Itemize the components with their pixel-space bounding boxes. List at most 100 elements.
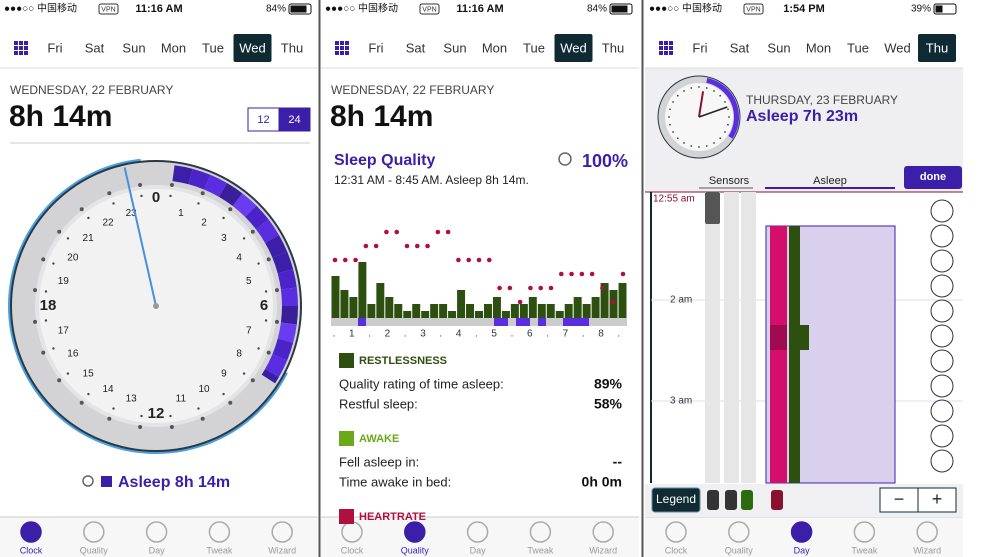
mark-circle[interactable] — [930, 199, 954, 223]
tab-icon[interactable] — [529, 521, 552, 543]
mark-circle[interactable] — [930, 374, 954, 398]
tab-label[interactable]: Day — [149, 545, 166, 555]
mark-circle[interactable] — [930, 324, 954, 348]
status-time: 11:16 AM — [135, 3, 182, 15]
tab-label[interactable]: Quality — [725, 545, 754, 555]
tab-label[interactable]: Tweak — [206, 545, 233, 555]
heartrate-dot — [548, 285, 554, 291]
day-tab[interactable]: Mon — [482, 40, 507, 55]
tab-label[interactable]: Quality — [401, 545, 430, 555]
day-tab[interactable]: Thu — [602, 40, 624, 55]
day-tab[interactable]: Mon — [806, 40, 831, 55]
day-tab[interactable]: Wed — [884, 40, 911, 55]
tab-label[interactable]: Tweak — [527, 545, 554, 555]
format-toggle-bg[interactable] — [278, 107, 311, 132]
clock-dot — [140, 194, 143, 198]
heartrate-dot — [579, 271, 585, 277]
tab-label[interactable]: Wizard — [913, 545, 941, 555]
x-label: . — [404, 329, 407, 340]
tab-label[interactable]: Day — [470, 545, 487, 555]
tab-label[interactable]: Tweak — [851, 545, 878, 555]
mark-circle[interactable] — [930, 399, 954, 423]
heartrate-dot — [507, 285, 513, 291]
calendar-button[interactable] — [335, 41, 349, 55]
day-tab[interactable]: Sun — [767, 40, 790, 55]
day-tab[interactable]: Fri — [692, 40, 707, 55]
calendar-button[interactable] — [14, 41, 28, 55]
day-tab[interactable]: Tue — [202, 40, 224, 55]
sensor-icon[interactable] — [707, 490, 719, 510]
mark-circle[interactable] — [930, 449, 954, 473]
zoom-label[interactable]: + — [932, 489, 943, 509]
mini-dot — [683, 142, 685, 144]
mark-circle[interactable] — [930, 424, 954, 448]
zoom-button[interactable] — [917, 487, 957, 513]
mark-circle[interactable] — [930, 299, 954, 323]
calendar-button[interactable] — [659, 41, 673, 55]
day-tab[interactable]: Tue — [847, 40, 869, 55]
legend-button[interactable] — [651, 487, 701, 513]
format-toggle[interactable]: 24 — [288, 114, 300, 126]
sensor-icon[interactable] — [771, 490, 783, 510]
tab-label[interactable]: Clock — [341, 545, 364, 555]
day-tab[interactable]: Fri — [47, 40, 62, 55]
inner-tab[interactable]: Asleep — [813, 175, 847, 187]
tab-icon[interactable] — [853, 521, 876, 543]
tab-icon[interactable] — [145, 521, 168, 543]
done-button[interactable] — [904, 166, 962, 189]
restlessness-bar — [403, 311, 412, 318]
x-label: 8 — [598, 329, 604, 340]
tab-icon[interactable] — [790, 521, 813, 543]
row-value: 89% — [594, 376, 623, 392]
tab-icon[interactable] — [916, 521, 938, 543]
tab-icon[interactable] — [83, 521, 105, 543]
tab-label[interactable]: Quality — [80, 545, 109, 555]
tab-icon[interactable] — [20, 521, 42, 543]
tab-label[interactable]: Clock — [665, 545, 688, 555]
mark-circle[interactable] — [930, 349, 954, 373]
calendar-cell — [19, 46, 23, 50]
legend-label[interactable]: Legend — [656, 492, 696, 506]
tab-icon[interactable] — [208, 521, 231, 543]
sensor-icon[interactable] — [725, 490, 737, 510]
sensor-icon[interactable] — [741, 490, 753, 510]
day-tab[interactable]: Wed — [239, 40, 266, 55]
done-label[interactable]: done — [920, 171, 946, 183]
carrier: ●●●○○ 中国移动 — [649, 2, 722, 15]
tab-icon[interactable] — [466, 521, 489, 543]
time-label: 12:55 am — [653, 194, 695, 205]
day-tab[interactable]: Sat — [730, 40, 750, 55]
clock-hour: 6 — [260, 297, 268, 314]
tab-label[interactable]: Wizard — [589, 545, 617, 555]
day-tab[interactable]: Wed — [560, 40, 587, 55]
day-tab[interactable]: Sat — [85, 40, 105, 55]
inner-tab[interactable]: Sensors — [709, 175, 750, 187]
clock-hour: 15 — [83, 369, 95, 380]
section-icon — [339, 509, 354, 524]
day-tab[interactable]: Sat — [406, 40, 426, 55]
day-tab[interactable]: Sun — [443, 40, 466, 55]
day-tab[interactable]: Thu — [926, 40, 948, 55]
tab-label[interactable]: Wizard — [268, 545, 296, 555]
day-tab[interactable]: Mon — [161, 40, 186, 55]
mark-circle[interactable] — [930, 249, 954, 273]
mark-circle[interactable] — [930, 274, 954, 298]
sleep-segment — [280, 306, 298, 325]
heartrate-dot — [394, 229, 400, 235]
tab-icon[interactable] — [728, 521, 750, 543]
ring-dot — [266, 257, 271, 262]
heartrate-dot — [342, 257, 348, 263]
day-tab[interactable]: Thu — [281, 40, 303, 55]
tab-icon[interactable] — [271, 521, 293, 543]
tab-label[interactable]: Day — [794, 545, 811, 555]
zoom-label[interactable]: − — [894, 489, 905, 509]
mark-circle[interactable] — [930, 224, 954, 248]
format-toggle[interactable]: 12 — [257, 114, 269, 126]
tab-label[interactable]: Clock — [20, 545, 43, 555]
tab-icon[interactable] — [592, 521, 614, 543]
day-tab[interactable]: Tue — [523, 40, 545, 55]
day-tab[interactable]: Sun — [122, 40, 145, 55]
tab-icon[interactable] — [404, 521, 426, 543]
tab-icon[interactable] — [665, 521, 687, 543]
day-tab[interactable]: Fri — [368, 40, 383, 55]
